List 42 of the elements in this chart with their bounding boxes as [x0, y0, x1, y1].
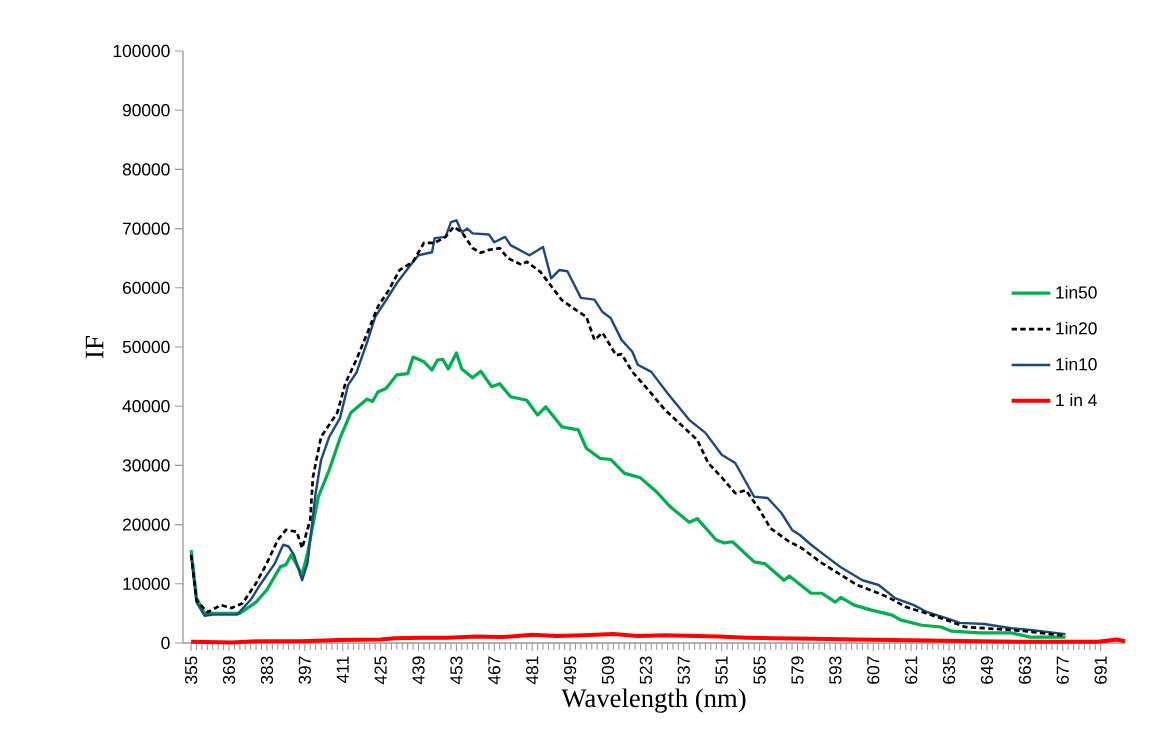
y-tick-label: 10000	[123, 577, 170, 590]
y-tick-label: 80000	[122, 163, 170, 176]
y-axis-title: IF	[85, 336, 104, 358]
x-tick-label: 411	[336, 656, 349, 683]
x-tick-label: 425	[374, 656, 387, 685]
y-tick-label: 20000	[122, 518, 170, 531]
x-tick-label: 649	[980, 656, 994, 684]
y-tick-label: 40000	[122, 400, 170, 413]
x-tick-label: 691	[1094, 656, 1107, 684]
x-tick-label: 565	[753, 656, 766, 684]
x-tick-label: 663	[1018, 656, 1031, 684]
x-tick-label: 467	[488, 656, 501, 685]
legend-label: 1in10	[1056, 357, 1097, 371]
x-tick-label: 551	[715, 656, 728, 684]
y-tick-label: 60000	[122, 281, 170, 294]
y-tick-label: 100000	[113, 44, 170, 58]
x-tick-label: 495	[563, 656, 577, 685]
legend-label: 1in20	[1056, 321, 1097, 335]
x-tick-label: 677	[1056, 656, 1069, 684]
x-tick-label: 439	[412, 656, 425, 685]
x-tick-label: 537	[677, 656, 690, 684]
y-tick-label: 50000	[122, 340, 170, 354]
x-tick-label: 593	[829, 656, 842, 684]
y-tick-label: 0	[161, 636, 170, 650]
y-tick-label: 90000	[122, 104, 170, 117]
legend-label: 1in50	[1056, 285, 1097, 299]
x-axis-title: Wavelength (nm)	[561, 688, 746, 713]
x-tick-label: 355	[184, 656, 198, 684]
legend-label: 1 in 4	[1056, 393, 1097, 407]
x-tick-label: 509	[601, 656, 615, 684]
x-tick-label: 607	[867, 656, 880, 684]
x-tick-label: 481	[526, 656, 539, 685]
x-tick-label: 523	[639, 656, 653, 684]
x-tick-label: 369	[222, 656, 236, 684]
x-tick-label: 635	[942, 656, 956, 684]
x-tick-label: 397	[298, 656, 311, 684]
x-tick-label: 453	[450, 656, 463, 685]
x-tick-label: 383	[260, 656, 274, 684]
y-tick-label: 70000	[122, 222, 170, 235]
y-tick-label: 30000	[122, 459, 170, 472]
x-tick-label: 579	[791, 656, 804, 684]
x-tick-label: 621	[905, 656, 918, 684]
